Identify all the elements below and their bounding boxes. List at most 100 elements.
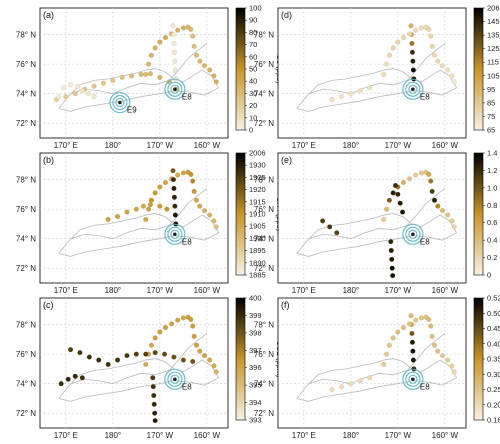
lon-tick-label: 170° W — [385, 286, 412, 295]
station-ring — [408, 229, 418, 239]
data-point — [172, 203, 178, 209]
colorbar-tick-label: 0.52 — [487, 294, 500, 303]
colorbar-tick-label: 1910 — [249, 210, 266, 219]
data-point — [428, 178, 434, 184]
lon-tick-label: 180° — [105, 141, 122, 150]
data-point — [329, 97, 335, 103]
data-point — [418, 25, 424, 31]
data-point — [397, 200, 403, 206]
data-point — [75, 83, 81, 89]
data-point — [180, 170, 186, 176]
map-frame — [277, 7, 467, 139]
colorbar-tick-label: 0 — [249, 126, 253, 135]
data-point — [172, 212, 178, 218]
data-point — [175, 172, 181, 178]
data-point — [193, 197, 200, 203]
data-point — [395, 329, 401, 335]
data-point — [147, 202, 153, 208]
data-point — [418, 170, 424, 176]
data-point — [58, 381, 64, 387]
data-point — [390, 45, 396, 51]
colorbar-tick-label: 105 — [487, 71, 500, 80]
map-frame — [39, 152, 229, 284]
data-point — [146, 206, 152, 212]
data-point — [157, 329, 163, 335]
data-point — [428, 323, 434, 329]
panel-label: (f) — [281, 300, 290, 310]
colorbar-tick-label: 30 — [249, 89, 257, 98]
data-point — [170, 168, 176, 174]
lat-tick-label: 76° N — [254, 350, 274, 359]
data-point — [395, 39, 401, 45]
data-point — [445, 67, 451, 73]
data-point — [190, 178, 196, 184]
colorbar-tick-label: 75 — [487, 112, 495, 121]
data-point — [408, 23, 414, 29]
data-point — [147, 71, 153, 77]
data-point — [180, 25, 186, 31]
data-point — [188, 316, 194, 322]
data-point — [148, 52, 154, 58]
colorbar-tick-label: 1895 — [249, 246, 266, 255]
data-point — [119, 74, 125, 80]
data-point — [72, 373, 78, 379]
colorbar-tick-label: 398 — [249, 328, 262, 337]
data-point — [162, 324, 169, 331]
data-point — [67, 347, 74, 353]
panel-label: (c) — [43, 300, 54, 310]
lon-tick-label: 160° W — [432, 431, 459, 440]
data-point — [56, 94, 62, 100]
lat-tick-label: 78° N — [254, 31, 274, 40]
colorbar — [235, 152, 246, 276]
lon-tick-label: 170° W — [385, 431, 412, 440]
data-point — [435, 348, 441, 354]
data-point — [211, 363, 217, 369]
colorbar-tick-label: 0.25 — [487, 385, 500, 394]
data-point — [91, 83, 97, 89]
station-label: E8 — [420, 92, 430, 101]
data-point — [188, 171, 194, 177]
lat-tick-label: 78° N — [16, 31, 36, 40]
colorbar-tick-label: 394 — [249, 398, 262, 407]
data-point — [390, 335, 396, 341]
colorbar — [473, 297, 484, 421]
data-point — [435, 58, 441, 64]
lon-tick-label: 180° — [105, 431, 122, 440]
data-point — [148, 342, 154, 348]
station-marker — [411, 87, 415, 92]
data-point — [213, 224, 219, 230]
data-point — [197, 203, 203, 209]
data-point — [172, 67, 178, 73]
data-point — [67, 82, 74, 88]
station-ring — [408, 84, 418, 94]
colorbar-tick-label: 125 — [487, 44, 500, 53]
data-point — [384, 351, 390, 357]
colorbar-tick-label: 0.4 — [487, 236, 497, 245]
data-point — [207, 67, 213, 73]
lon-tick-label: 180° — [343, 286, 360, 295]
data-point — [400, 324, 407, 331]
data-point — [381, 71, 387, 78]
ship-track — [296, 358, 458, 402]
data-point — [386, 342, 392, 348]
data-point — [451, 224, 457, 230]
lon-tick-label: 170° E — [292, 141, 316, 150]
data-point — [449, 363, 455, 369]
colorbar — [235, 297, 246, 421]
data-point — [140, 203, 146, 209]
lat-tick-label: 74° N — [16, 380, 36, 389]
data-point — [150, 375, 156, 381]
colorbar-tick-label: 399 — [249, 311, 262, 320]
data-point — [439, 208, 446, 214]
ship-track — [308, 43, 446, 95]
colorbar-tick-label: 40 — [249, 77, 257, 86]
colorbar-tick-label: 396 — [249, 363, 262, 372]
ship-track — [296, 213, 458, 257]
colorbar-tick-label: 0.35 — [487, 355, 500, 364]
colorbar-tick-label: 0.45 — [487, 324, 500, 333]
lon-tick-label: 170° W — [147, 431, 174, 440]
data-point — [188, 26, 194, 32]
lat-tick-label: 74° N — [16, 235, 36, 244]
data-point — [409, 330, 415, 337]
data-point — [171, 354, 177, 360]
